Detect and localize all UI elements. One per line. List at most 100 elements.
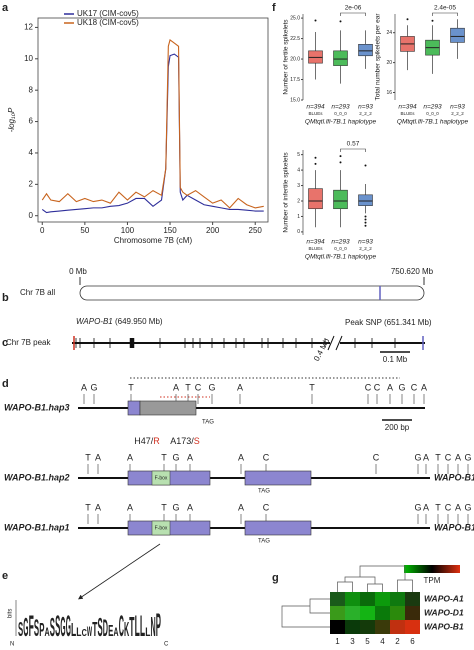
heatmap-cell: [390, 592, 405, 606]
heatmap-cell: [360, 592, 375, 606]
logo-y-label: bits: [8, 609, 14, 618]
y-tick-label: 6: [29, 117, 34, 126]
outlier: [406, 18, 409, 21]
haplotype-label: WAPO-B1.hap1: [4, 522, 70, 532]
y-tick-label: 16: [386, 90, 392, 96]
y-tick-label: 2: [29, 179, 34, 188]
bracket: [432, 12, 458, 16]
haplotype-label: WAPO-B1.hap3: [4, 402, 70, 412]
n-label: n=394: [306, 104, 325, 111]
scale-start: 0 Mb: [69, 267, 87, 276]
intron-retained: [139, 400, 197, 416]
logo-letter: D: [103, 615, 108, 642]
y-axis-label: -log₁₀P: [7, 107, 16, 132]
allele: A: [423, 452, 429, 462]
allele: A: [237, 382, 243, 392]
heatmap-cell: [405, 620, 420, 634]
x-tick-label: 150: [163, 226, 177, 235]
logo-letter: F: [29, 610, 34, 643]
n-label: n=293: [331, 239, 350, 246]
allele: A: [423, 502, 429, 512]
logo-letter: L: [145, 625, 150, 639]
logo-letter: C: [82, 628, 87, 639]
scale-end: 750.620 Mb: [391, 267, 434, 276]
logo-letter: P: [156, 607, 161, 643]
x-tick-label: 0_0_0: [334, 111, 347, 116]
mutation-ref: A173/: [170, 436, 194, 446]
allele: A: [127, 502, 133, 512]
y-tick-label: 12: [24, 23, 33, 32]
box: [358, 194, 373, 206]
heatmap-cell: [390, 620, 405, 634]
outlier: [364, 224, 367, 227]
allele: G: [414, 502, 421, 512]
outlier: [431, 19, 434, 22]
outlier: [364, 218, 367, 221]
p-value: 2.4e-05: [434, 5, 456, 12]
gene-label: WAPO-B1 (649.950 Mb): [76, 317, 163, 326]
column-label: 4: [380, 637, 385, 646]
panel-label: d: [2, 378, 9, 390]
exon: [244, 520, 312, 536]
chromosome-label: Chr 7B peak: [6, 338, 51, 347]
outlier: [314, 162, 317, 165]
legend-label: UK17 (CIM-cov5): [77, 9, 139, 18]
plot-frame: [37, 17, 269, 223]
allele: A: [173, 382, 179, 392]
outlier: [339, 161, 342, 164]
f-box: [151, 520, 171, 536]
n-label: n=293: [423, 104, 442, 111]
break: [327, 335, 343, 351]
logo-letter: L: [76, 625, 81, 639]
y-tick-label: 17.5: [290, 77, 300, 83]
allele: C: [445, 452, 452, 462]
logo-letter: S: [50, 612, 55, 642]
allele: A: [455, 452, 461, 462]
mutation: H47/R: [134, 436, 160, 446]
heatmap-cell: [330, 606, 345, 620]
allele: T: [85, 502, 91, 512]
y-tick-label: 0: [297, 229, 300, 235]
column-label: 1: [335, 637, 340, 646]
y-tick-label: 15.0: [290, 97, 300, 103]
allele: T: [85, 452, 91, 462]
logo-letter: S: [98, 612, 103, 642]
y-tick-label: 10: [24, 54, 33, 63]
panel-label: e: [2, 570, 8, 582]
allele: A: [127, 452, 133, 462]
y-tick-label: 8: [29, 85, 34, 94]
row-label: WAPO-A1: [424, 593, 464, 603]
allele: G: [464, 452, 471, 462]
pointer: [78, 543, 161, 600]
y-axis-label: Total number spikelets per ear: [375, 13, 382, 101]
chromosome-label: Chr 7B all: [20, 288, 55, 297]
x-axis-label: QMtqtl.lfi-7B.1 haplotype: [397, 119, 469, 126]
heatmap-cell: [375, 606, 390, 620]
gene-position: (649.950 Mb): [113, 317, 163, 326]
allele: G: [172, 452, 179, 462]
logo-letter: L: [135, 610, 140, 643]
x-axis-label: QMtqtl.lfi-7B.1 haplotype: [305, 254, 377, 261]
stop-codon: TAG: [202, 420, 214, 426]
y-tick-label: 20.0: [290, 56, 300, 62]
c-terminus: C: [164, 642, 169, 648]
scale-label: 200 bp: [385, 423, 410, 432]
domain-label: F-box: [155, 525, 168, 531]
x-tick-label: 0: [40, 226, 45, 235]
heatmap-cell: [345, 620, 360, 634]
heatmap-cell: [390, 606, 405, 620]
allele: C: [365, 382, 372, 392]
gene-name: WAPO-B1: [76, 317, 113, 326]
n-label: n=93: [450, 104, 465, 111]
n-label: n=293: [331, 104, 350, 111]
y-tick-label: 0: [29, 211, 34, 220]
allele: C: [373, 452, 380, 462]
x-tick-label: 200: [206, 226, 220, 235]
snp-label: Peak SNP (651.341 Mb): [345, 318, 432, 327]
allele: A: [455, 502, 461, 512]
mutation-alt: S: [194, 436, 200, 446]
allele: A: [187, 502, 193, 512]
outlier: [364, 215, 367, 218]
heatmap-cell: [405, 592, 420, 606]
x-tick-label: 50: [80, 226, 89, 235]
